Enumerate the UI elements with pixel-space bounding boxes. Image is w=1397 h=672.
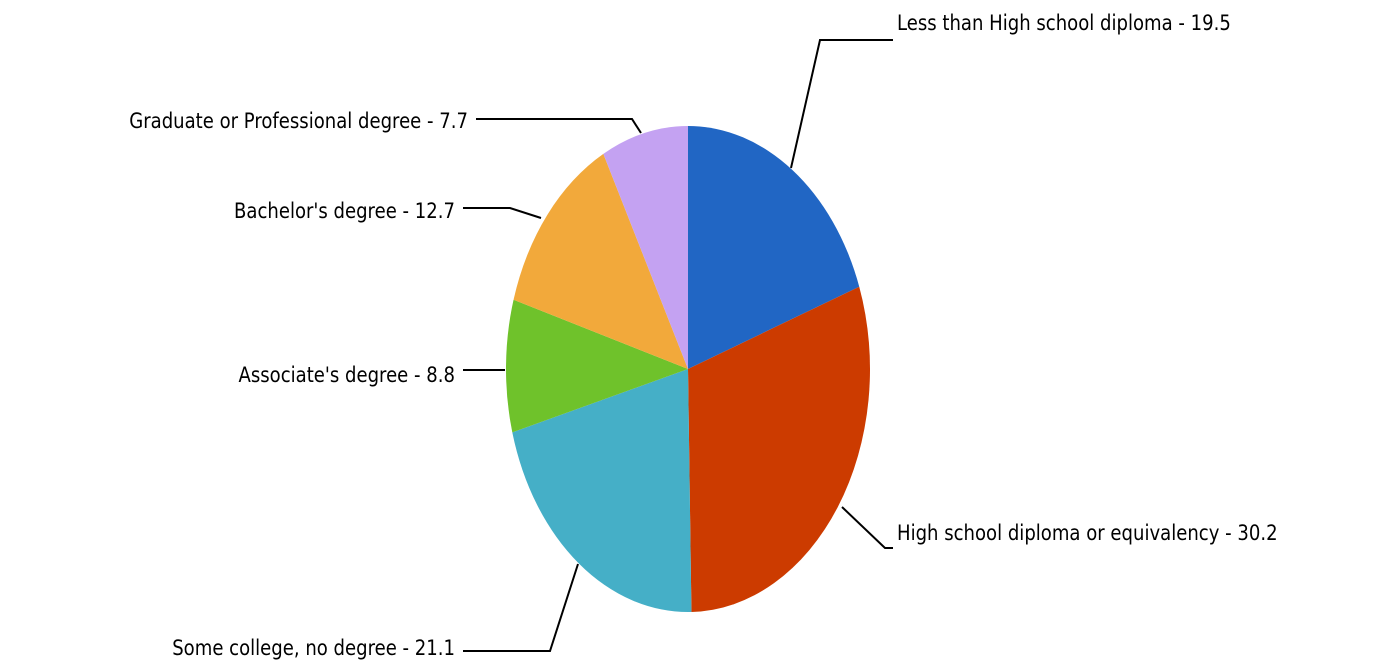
pie-slice-bachelor-s-degree	[513, 153, 688, 369]
leader-line-graduate-or-professional-degree	[476, 118, 642, 134]
slice-labels-layer: Less than High school diploma - 19.5 High…	[129, 11, 1277, 661]
pie-slice-associate-s-degree	[506, 299, 688, 433]
slice-label-high-school-diploma-or-equivalency: High school diploma or equivalency - 30.…	[897, 521, 1278, 546]
leader-line-bachelor-s-degree	[463, 207, 542, 219]
slice-label-some-college-no-degree: Some college, no degree - 21.1	[172, 636, 455, 661]
slices-layer	[506, 126, 870, 613]
pie-slice-less-than-high-school-diploma	[688, 126, 860, 369]
slice-label-bachelor-s-degree: Bachelor's degree - 12.7	[234, 199, 455, 224]
pie-slice-graduate-or-professional-degree	[603, 126, 688, 369]
slice-label-graduate-or-professional-degree: Graduate or Professional degree - 7.7	[129, 109, 468, 134]
leader-line-less-than-high-school-diploma	[790, 39, 893, 169]
leader-line-high-school-diploma-or-equivalency	[841, 506, 893, 549]
slice-label-less-than-high-school-diploma: Less than High school diploma - 19.5	[897, 11, 1231, 36]
slice-label-associate-s-degree: Associate's degree - 8.8	[239, 363, 455, 388]
pie-slice-some-college-no-degree	[512, 369, 692, 613]
leader-lines-layer	[463, 39, 893, 652]
leader-line-some-college-no-degree	[463, 563, 579, 652]
pie-slice-high-school-diploma-or-equivalency	[688, 286, 870, 612]
